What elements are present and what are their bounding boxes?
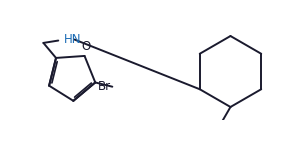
Text: Br: Br: [98, 80, 111, 93]
Text: O: O: [81, 40, 91, 53]
Text: HN: HN: [64, 33, 82, 46]
